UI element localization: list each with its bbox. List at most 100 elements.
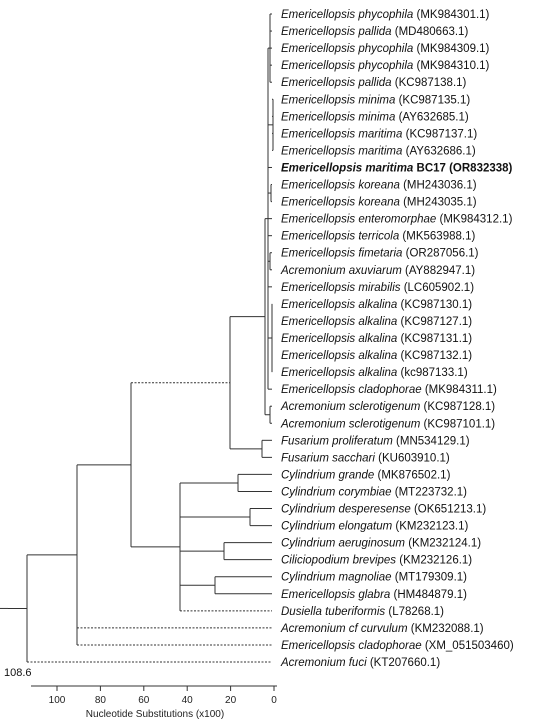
leaf-label: Emericellopsis pallida (KC987138.1) [281,77,467,89]
accession-number: (MN534129.1) [393,435,470,447]
accession-number: (KM232088.1) [408,623,484,635]
x-axis-tick-label: 20 [225,695,237,706]
leaf-label: Cylindrium aeruginosum (KM232124.1) [281,538,481,550]
species-name: Dusiella tuberiformis [281,606,385,618]
accession-number: (KC987132.1) [397,350,472,362]
species-name: Cylindrium corymbiae [281,486,392,498]
accession-number: (KT207660.1) [367,657,441,669]
accession-number: (MT223732.1) [392,486,468,498]
accession-number: (LC605902.1) [401,282,475,294]
leaf-label: Emericellopsis minima (KC987135.1) [281,94,470,106]
accession-number: (KM232123.1) [392,521,468,533]
species-name: Acremonium axuviarum [280,265,402,277]
species-name: Emericellopsis enteromorphae [281,214,436,226]
species-name: Cylindrium magnoliae [281,572,392,584]
x-axis-ticks: 100 80 60 40 20 0 [49,686,277,706]
species-name: Emericellopsis glabra [281,589,390,601]
leaf-label: Emericellopsis enteromorphae (MK984312.1… [281,214,513,226]
accession-number: (HM484879.1) [390,589,467,601]
species-name: Fusarium proliferatum [281,435,393,447]
species-name: Cylindrium aeruginosum [281,538,405,550]
leaf-label: Cylindrium elongatum (KM232123.1) [281,521,468,533]
species-name: Acremonium cf curvulum [280,623,408,635]
species-name: Emericellopsis pallida [281,26,392,38]
root-height-label: 108.6 [4,667,32,679]
leaf-label: Emericellopsis koreana (MH243036.1) [281,180,477,192]
accession-number: (KC987127.1) [397,316,472,328]
x-axis-label: Nucleotide Substitutions (x100) [86,709,224,720]
tree-branches [0,13,274,663]
leaf-label: Cylindrium magnoliae (MT179309.1) [281,572,467,584]
accession-number: (MK876502.1) [374,469,450,481]
leaf-label: Cylindrium grande (MK876502.1) [281,469,451,481]
leaf-label: Emericellopsis maritima (KC987137.1) [281,128,477,140]
leaf-label: Emericellopsis fimetaria (OR287056.1) [281,248,479,260]
accession-number: (KM232126.1) [396,555,472,567]
leaf-label: Emericellopsis pallida (MD480663.1) [281,26,468,38]
x-axis-tick-label: 60 [138,695,150,706]
accession-number: (KC987128.1) [420,401,495,413]
leaf-label: Emericellopsis alkalina (kc987133.1) [281,367,468,379]
species-name: Emericellopsis maritima [281,162,414,174]
species-name: Acremonium fuci [280,657,367,669]
accession-number: (MK984310.1) [413,60,489,72]
species-name: Emericellopsis pallida [281,77,392,89]
accession-number: (MH243035.1) [400,197,477,209]
species-name: Cylindrium desperesense [281,504,411,516]
x-axis-tick-label: 100 [49,695,66,706]
species-name: Emericellopsis alkalina [281,333,397,345]
species-name: Emericellopsis maritima [281,128,402,140]
accession-number: (AY882947.1) [402,265,475,277]
leaf-labels: Emericellopsis phycophila (MK984301.1)Em… [280,9,514,669]
accession-number: (KU603910.1) [375,452,450,464]
accession-number: (MD480663.1) [392,26,469,38]
accession-number: (KC987101.1) [420,418,495,430]
leaf-label: Emericellopsis alkalina (KC987130.1) [281,299,472,311]
accession-number: BC17 (OR832338) [413,162,512,174]
leaf-label: Fusarium proliferatum (MN534129.1) [281,435,470,447]
species-name: Cylindrium elongatum [281,521,393,533]
species-name: Emericellopsis phycophila [281,43,413,55]
species-name: Ciliciopodium brevipes [281,555,396,567]
species-name: Emericellopsis maritima [281,145,402,157]
species-name: Emericellopsis alkalina [281,367,397,379]
species-name: Emericellopsis alkalina [281,299,397,311]
leaf-label: Acremonium cf curvulum (KM232088.1) [280,623,484,635]
accession-number: (KC987130.1) [397,299,472,311]
species-name: Acremonium sclerotigenum [280,418,421,430]
leaf-label: Fusarium sacchari (KU603910.1) [281,452,450,464]
leaf-label: Emericellopsis maritima (AY632686.1) [281,145,476,157]
species-name: Fusarium sacchari [281,452,375,464]
x-axis: 100 80 60 40 20 0 Nucleotide Substitutions (x… [31,685,277,720]
species-name: Emericellopsis alkalina [281,316,397,328]
accession-number: (MH243036.1) [400,180,477,192]
leaf-label: Cylindrium corymbiae (MT223732.1) [281,486,467,498]
species-name: Emericellopsis cladophorae [281,640,422,652]
accession-number: (KM232124.1) [405,538,481,550]
accession-number: (MK984311.1) [422,384,497,396]
species-name: Emericellopsis minima [281,111,395,123]
accession-number: (AY632686.1) [402,145,475,157]
accession-number: (KC987135.1) [395,94,470,106]
species-name: Emericellopsis terricola [281,231,399,243]
leaf-label: Emericellopsis alkalina (KC987132.1) [281,350,472,362]
accession-number: (MK563988.1) [399,231,475,243]
leaf-label: Emericellopsis cladophorae (XM_051503460… [281,640,514,652]
species-name: Emericellopsis cladophorae [281,384,422,396]
accession-number: (KC987137.1) [402,128,477,140]
leaf-label: Ciliciopodium brevipes (KM232126.1) [281,555,472,567]
x-axis-tick-label: 80 [95,695,107,706]
leaf-label: Emericellopsis terricola (MK563988.1) [281,231,475,243]
leaf-label: Dusiella tuberiformis (L78268.1) [281,606,444,618]
species-name: Emericellopsis phycophila [281,9,413,21]
accession-number: (OK651213.1) [411,504,487,516]
leaf-label: Emericellopsis phycophila (MK984309.1) [281,43,490,55]
x-axis-tick-label: 0 [271,695,277,706]
species-name: Cylindrium grande [281,469,374,481]
species-name: Emericellopsis koreana [281,180,400,192]
leaf-label: Acremonium sclerotigenum (KC987128.1) [280,401,495,413]
accession-number: (KC987138.1) [392,77,467,89]
accession-number: (kc987133.1) [397,367,467,379]
leaf-label: Emericellopsis phycophila (MK984310.1) [281,60,490,72]
